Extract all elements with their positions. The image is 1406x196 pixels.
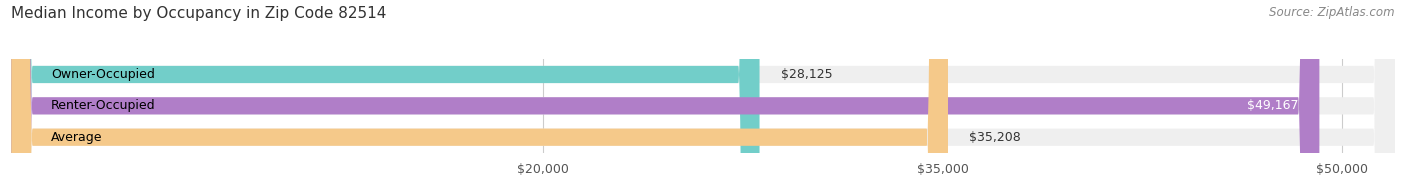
FancyBboxPatch shape [11, 0, 1319, 196]
FancyBboxPatch shape [11, 0, 1395, 196]
Text: Owner-Occupied: Owner-Occupied [51, 68, 155, 81]
FancyBboxPatch shape [11, 0, 1395, 196]
FancyBboxPatch shape [11, 0, 759, 196]
Text: Median Income by Occupancy in Zip Code 82514: Median Income by Occupancy in Zip Code 8… [11, 6, 387, 21]
Text: Average: Average [51, 131, 103, 144]
FancyBboxPatch shape [11, 0, 1395, 196]
FancyBboxPatch shape [11, 0, 948, 196]
Text: $28,125: $28,125 [780, 68, 832, 81]
Text: Source: ZipAtlas.com: Source: ZipAtlas.com [1270, 6, 1395, 19]
Text: $49,167: $49,167 [1247, 99, 1298, 112]
Text: Renter-Occupied: Renter-Occupied [51, 99, 156, 112]
Text: $35,208: $35,208 [969, 131, 1021, 144]
